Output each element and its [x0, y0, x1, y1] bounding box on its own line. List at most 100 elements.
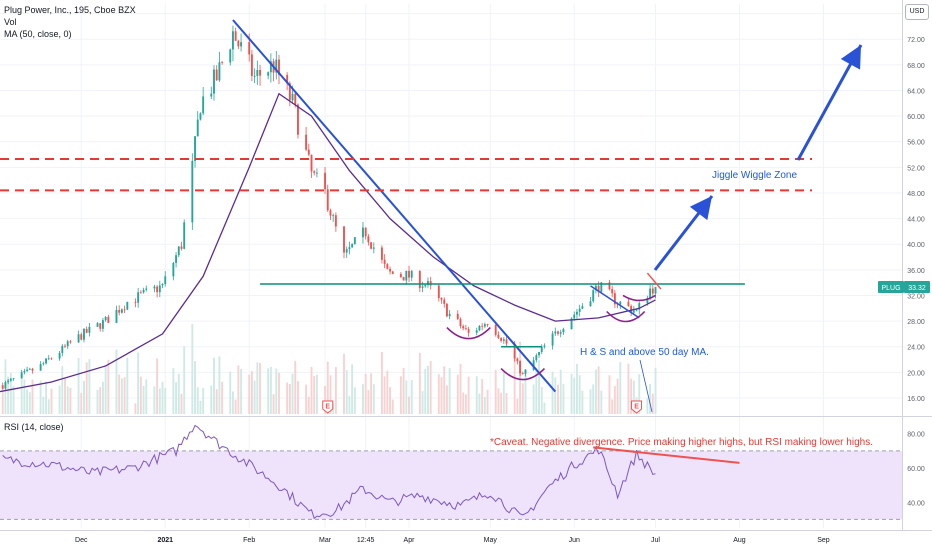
legend-title: Plug Power, Inc., 195, Cboe BZX: [4, 5, 136, 15]
candle-body: [581, 306, 584, 309]
volume-bar: [486, 389, 489, 414]
candle-body: [372, 247, 375, 249]
candle-body: [123, 309, 126, 311]
volume-bar: [405, 380, 408, 414]
currency-button[interactable]: USD: [905, 4, 929, 20]
volume-bar: [616, 378, 619, 414]
candle-body: [153, 286, 156, 289]
candle-body: [559, 332, 562, 334]
candle-body: [294, 93, 297, 105]
volume-bar: [42, 396, 45, 414]
volume-bar: [478, 393, 481, 414]
candle-body: [28, 368, 31, 370]
volume-bar: [494, 369, 497, 414]
candle-body: [345, 249, 348, 253]
rsi-legend: RSI (14, close): [4, 422, 64, 432]
candle-body: [199, 113, 202, 120]
volume-bar: [383, 376, 386, 414]
volume-bar: [107, 359, 110, 414]
ticker-badge-symbol-bg: [878, 281, 904, 294]
candle-body: [481, 325, 484, 327]
volume-bar: [483, 396, 486, 414]
volume-bar: [26, 389, 29, 414]
volume-bar: [353, 387, 356, 414]
volume-bar: [540, 386, 543, 414]
volume-bar: [77, 358, 80, 414]
volume-bar: [524, 369, 527, 414]
candle-body: [210, 93, 213, 97]
candle-body: [202, 96, 205, 114]
time-tick-label: Mar: [319, 537, 332, 544]
volume-bar: [199, 400, 202, 414]
candle-body: [7, 380, 10, 383]
volume-bar: [410, 380, 413, 414]
chart-legend: Plug Power, Inc., 195, Cboe BZX Vol MA (…: [4, 4, 136, 40]
candle-body: [126, 301, 129, 310]
volume-bar: [391, 399, 394, 414]
volume-bar: [294, 360, 297, 414]
candle-body: [421, 286, 424, 288]
candle-body: [177, 246, 180, 256]
candle-body: [50, 358, 53, 360]
volume-bar: [613, 386, 616, 414]
candle-body: [437, 285, 440, 298]
candle-body: [234, 31, 237, 41]
candle-body: [61, 345, 64, 354]
price-tick-label: 16.00: [907, 396, 925, 403]
candle-body: [638, 303, 641, 310]
volume-bar: [654, 368, 657, 414]
candle-body: [20, 372, 23, 379]
volume-bar: [573, 377, 576, 414]
candle-body: [115, 309, 118, 323]
candle-body: [500, 337, 503, 341]
candle-body: [497, 334, 500, 338]
volume-bar: [646, 398, 649, 414]
volume-bar: [592, 384, 595, 414]
volume-bar: [440, 377, 443, 414]
time-tick-label: Dec: [75, 537, 88, 544]
volume-bar: [47, 399, 50, 414]
volume-bar: [513, 351, 516, 414]
candle-body: [332, 215, 335, 216]
candle-body: [269, 61, 272, 73]
candle-body: [459, 319, 462, 327]
volume-bar: [649, 383, 652, 414]
candle-body: [180, 246, 183, 249]
candle-body: [524, 369, 527, 374]
volume-bar: [481, 379, 484, 414]
volume-bar: [348, 396, 351, 414]
candle-body: [313, 171, 316, 173]
volume-bar: [521, 383, 524, 414]
candle-body: [405, 270, 408, 281]
candle-body: [9, 378, 12, 381]
volume-bar: [334, 367, 337, 414]
candle-body: [161, 284, 164, 286]
volume-bar: [278, 372, 280, 414]
ticker-badge-price-bg: [904, 281, 930, 294]
candle-body: [77, 334, 80, 343]
volume-bar: [557, 384, 559, 414]
candle-body: [589, 301, 592, 307]
price-tick-label: 28.00: [907, 319, 925, 326]
rsi-line: [2, 424, 740, 520]
candle-body: [519, 361, 522, 374]
candle-body: [597, 285, 600, 293]
candle-body: [291, 93, 294, 101]
candle-body: [23, 370, 26, 373]
candle-body: [175, 255, 178, 263]
volume-bar: [364, 373, 367, 414]
candle-body: [101, 320, 104, 329]
candle-body: [654, 287, 657, 294]
volume-bar: [443, 366, 446, 414]
volume-bar: [7, 376, 10, 414]
candle-body: [194, 136, 196, 161]
price-tick-label: 64.00: [907, 88, 925, 95]
candle-body: [1, 385, 4, 389]
candle-body: [513, 343, 516, 359]
candle-body: [576, 311, 578, 315]
volume-bar: [137, 352, 140, 414]
candle-body: [486, 324, 489, 325]
candle-body: [478, 325, 481, 331]
ticker-badge-symbol: PLUG: [881, 285, 900, 292]
candle-body: [240, 42, 243, 47]
